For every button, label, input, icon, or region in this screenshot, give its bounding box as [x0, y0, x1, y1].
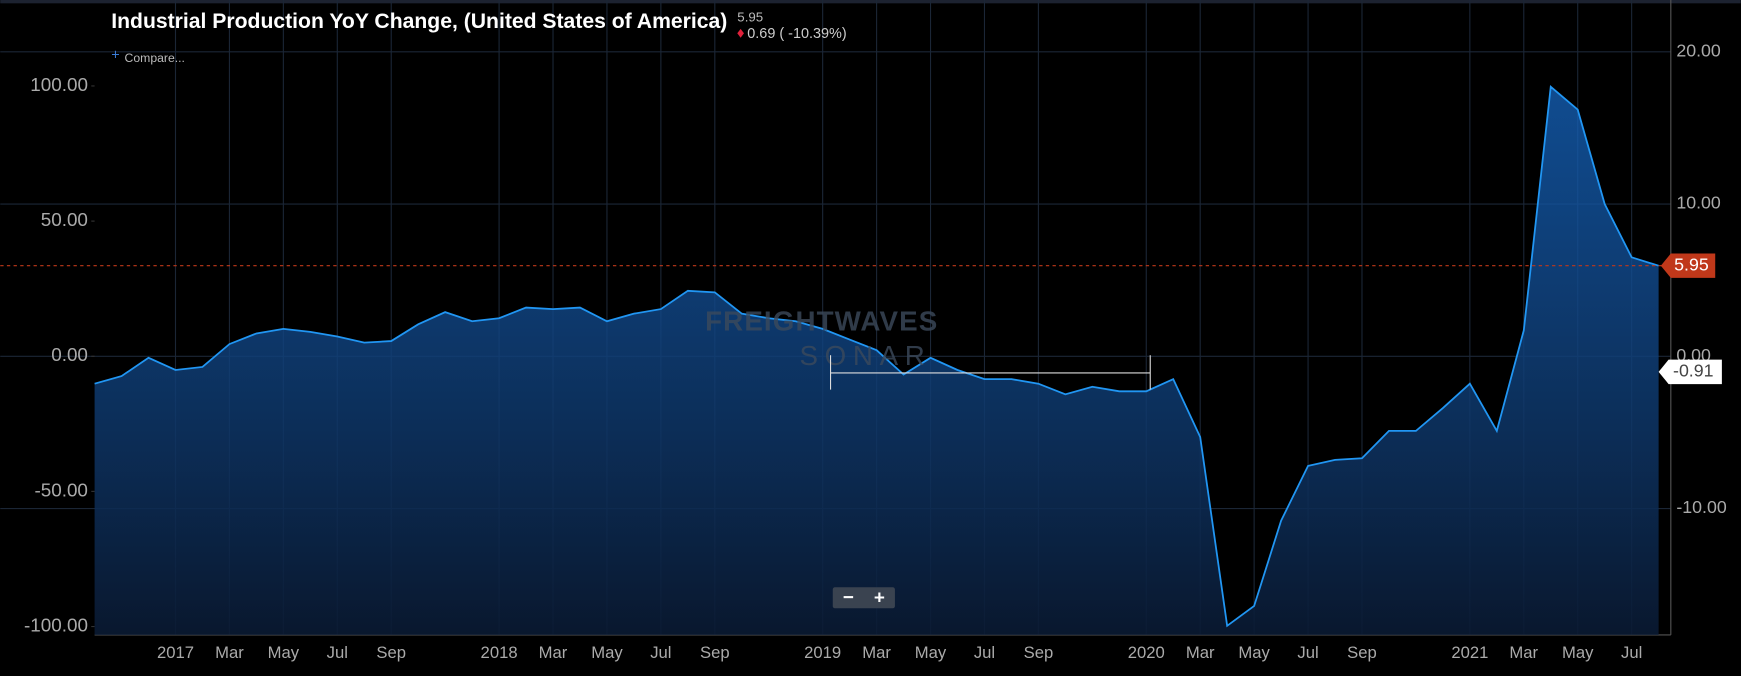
y2-tick-label: 0.00 [51, 344, 88, 365]
x-tick-label: Jul [327, 643, 348, 662]
x-tick-label: 2019 [804, 643, 841, 662]
y-tick-label: 20.00 [1676, 40, 1721, 60]
x-tick-label: Sep [700, 643, 730, 662]
x-tick-label: Sep [1347, 643, 1377, 662]
y2-tick-label: 50.00 [41, 209, 88, 230]
x-tick-label: May [1238, 643, 1270, 662]
x-tick-label: May [1562, 643, 1594, 662]
cursor-label: -0.91 [1673, 361, 1713, 381]
watermark: FREIGHTWAVES [705, 305, 938, 336]
compare-button[interactable]: Compare... [125, 51, 185, 65]
zoom-out[interactable]: − [843, 586, 854, 607]
x-tick-label: Mar [1186, 643, 1215, 662]
y-tick-label: -10.00 [1676, 497, 1726, 517]
value-label: 5.95 [1674, 254, 1709, 274]
zoom-bg [832, 587, 895, 609]
x-tick-label: Jul [650, 643, 671, 662]
value-badge [1660, 253, 1716, 278]
x-tick-label: Mar [862, 643, 891, 662]
line [94, 85, 1659, 628]
y2-tick-label: -100.00 [24, 615, 88, 636]
zoom-in[interactable]: + [874, 586, 885, 607]
last-value: 5.95 [737, 9, 763, 24]
x-tick-label: Mar [1509, 643, 1538, 662]
y2-tick-label: -50.00 [34, 479, 87, 500]
x-tick-label: Sep [376, 643, 406, 662]
x-tick-label: 2018 [481, 643, 518, 662]
top-bar [0, 0, 1741, 4]
x-tick-label: Jul [1297, 643, 1318, 662]
compare-icon[interactable]: + [111, 47, 119, 63]
watermark: SONAR [799, 340, 931, 371]
area [94, 86, 1659, 635]
y2-tick-label: 100.00 [30, 74, 88, 95]
x-tick-label: 2021 [1451, 643, 1488, 662]
x-tick-label: Mar [215, 643, 244, 662]
x-tick-label: May [591, 643, 623, 662]
x-tick-label: 2017 [157, 643, 194, 662]
x-tick-label: Jul [1621, 643, 1642, 662]
x-tick-label: Sep [1024, 643, 1054, 662]
y-tick-label: 10.00 [1676, 193, 1721, 213]
x-tick-label: Jul [974, 643, 995, 662]
x-tick-label: Mar [539, 643, 568, 662]
measure-tool [829, 355, 1151, 390]
x-tick-label: May [268, 643, 300, 662]
chart-title: Industrial Production YoY Change, (Unite… [111, 10, 727, 33]
zoom-controls: − + [832, 586, 895, 609]
x-tick-label: 2020 [1128, 643, 1165, 662]
cursor-badge [1658, 359, 1722, 385]
down-icon [737, 28, 744, 38]
change: 0.69 ( -10.39%) [747, 26, 846, 42]
x-tick-label: May [915, 643, 947, 662]
